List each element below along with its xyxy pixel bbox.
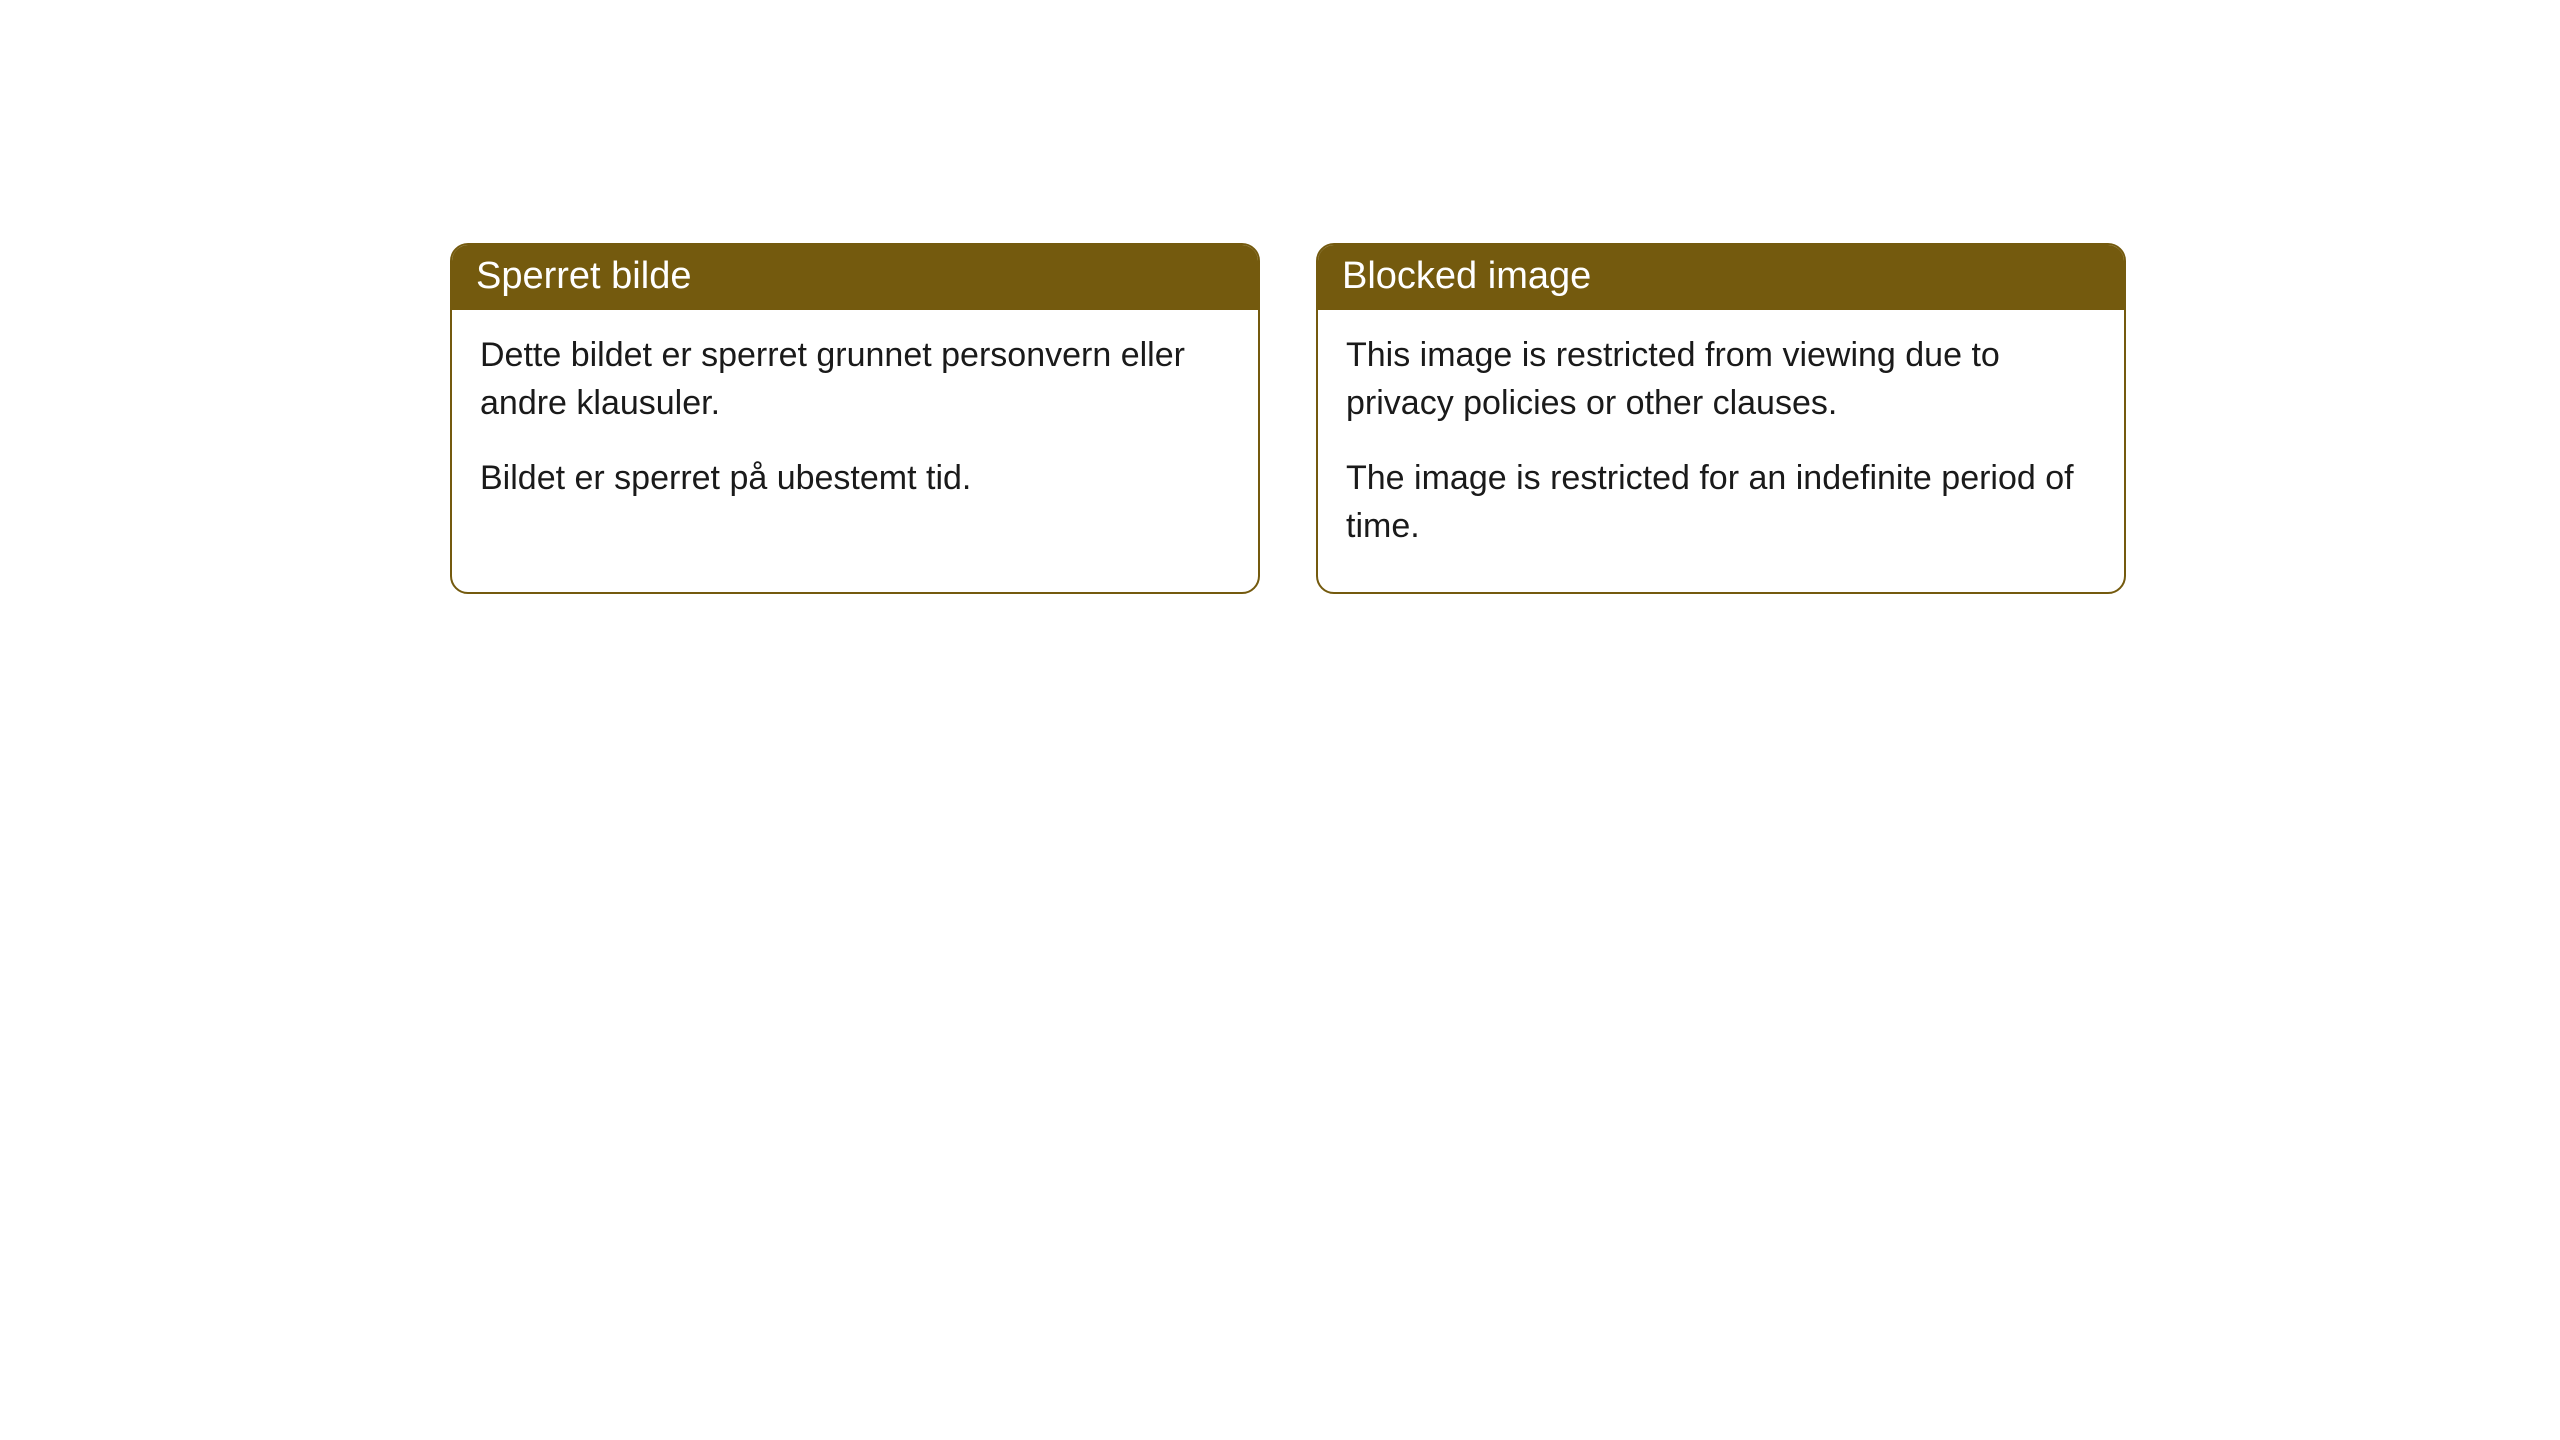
card-paragraph-1: Dette bildet er sperret grunnet personve…	[480, 332, 1230, 427]
notice-cards-container: Sperret bilde Dette bildet er sperret gr…	[0, 0, 2560, 594]
card-header: Sperret bilde	[452, 245, 1258, 310]
card-title: Blocked image	[1342, 255, 1591, 297]
blocked-image-card-norwegian: Sperret bilde Dette bildet er sperret gr…	[450, 243, 1260, 594]
card-title: Sperret bilde	[476, 255, 691, 297]
card-paragraph-2: The image is restricted for an indefinit…	[1346, 455, 2096, 550]
card-body: This image is restricted from viewing du…	[1318, 310, 2124, 592]
card-paragraph-2: Bildet er sperret på ubestemt tid.	[480, 455, 1230, 503]
card-header: Blocked image	[1318, 245, 2124, 310]
blocked-image-card-english: Blocked image This image is restricted f…	[1316, 243, 2126, 594]
card-paragraph-1: This image is restricted from viewing du…	[1346, 332, 2096, 427]
card-body: Dette bildet er sperret grunnet personve…	[452, 310, 1258, 545]
